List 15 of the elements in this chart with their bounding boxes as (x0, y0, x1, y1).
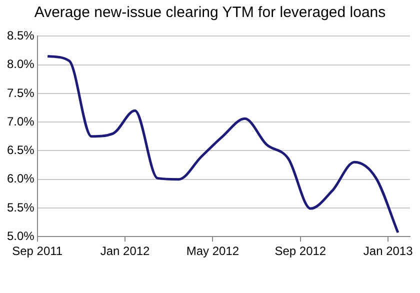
y-tick-label: 6.5% (6, 143, 35, 158)
x-tick-label: May 2012 (186, 244, 240, 258)
x-tick-label: Sep 2012 (274, 244, 326, 258)
y-tick-label: 6.0% (6, 172, 35, 186)
y-tick-label: 8.5% (6, 28, 35, 43)
x-tick-label: Sep 2011 (12, 244, 63, 258)
x-tick-label: Jan 2012 (100, 244, 150, 258)
x-tick-label: Jan 2013 (363, 244, 414, 258)
y-tick-label: 5.5% (6, 200, 35, 214)
line-series (46, 54, 400, 234)
y-tick-label: 5.0% (6, 228, 35, 243)
chart-title: Average new-issue clearing YTM for leveraged loans (33, 4, 387, 21)
y-tick-label: 7.5% (6, 86, 35, 100)
y-tick-label: 8.0% (6, 57, 35, 72)
y-tick-label: 7.0% (6, 114, 35, 128)
